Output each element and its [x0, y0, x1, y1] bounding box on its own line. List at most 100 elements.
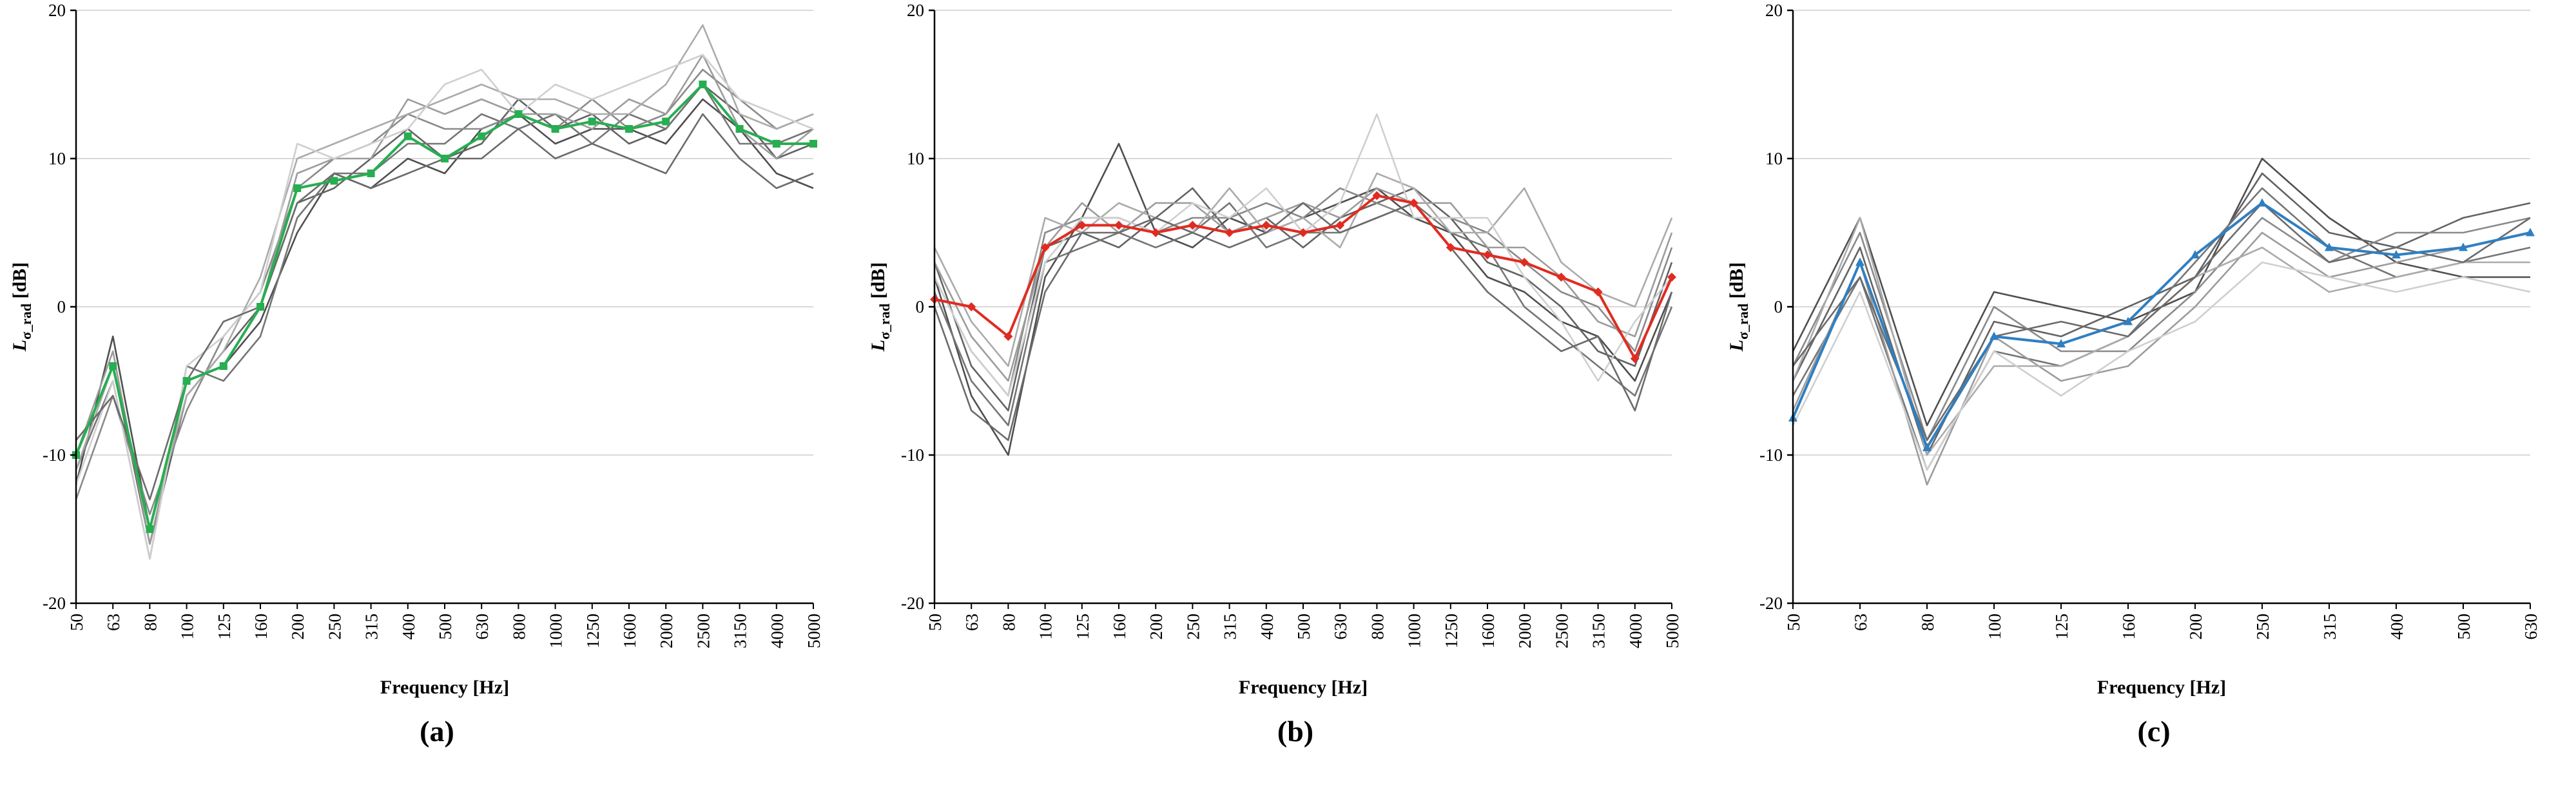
- x-tick-label: 63: [1851, 614, 1870, 631]
- y-tick-label: 20: [48, 1, 66, 20]
- square-marker: [735, 125, 744, 133]
- x-tick-label: 160: [2119, 614, 2138, 640]
- series-line-sample-1: [75, 98, 814, 530]
- x-tick-label: 2000: [657, 614, 676, 648]
- x-tick-label: 400: [399, 614, 418, 640]
- y-tick-label: 10: [907, 149, 924, 168]
- triangle-marker: [2124, 316, 2133, 325]
- square-marker: [109, 362, 117, 370]
- square-marker: [809, 140, 817, 148]
- chart-b-plot: -20 -10 0 10 20 50 63 80 100 125 160 200 250 315 400 50…: [858, 0, 1717, 709]
- x-tick-label: 315: [1221, 614, 1240, 640]
- y-tick-label: 0: [57, 297, 66, 316]
- series-line-sample-6: [933, 172, 1673, 367]
- chart-c-caption: (c): [2137, 715, 2171, 748]
- x-tick-label: 1000: [547, 614, 566, 648]
- y-tick-labels: -20 -10 0 10 20: [901, 1, 935, 613]
- x-tick-label: 125: [215, 614, 234, 640]
- y-tick-label: -20: [1759, 594, 1783, 613]
- series-line-sample-4: [75, 68, 814, 516]
- diamond-marker: [1335, 220, 1345, 230]
- chart-b-caption: (b): [1277, 715, 1314, 748]
- x-tick-label: 500: [436, 614, 455, 640]
- x-tick-label: 1000: [1405, 614, 1424, 648]
- x-tick-label: 100: [1036, 614, 1056, 640]
- x-tick-label: 315: [2320, 614, 2339, 640]
- diamond-marker: [1225, 228, 1234, 237]
- x-tick-label: 125: [2052, 614, 2071, 640]
- x-tick-label: 1250: [1442, 614, 1461, 648]
- x-tick-label: 160: [1110, 614, 1129, 640]
- diamond-marker: [1556, 273, 1566, 282]
- square-marker: [367, 170, 375, 177]
- diamond-marker: [1151, 228, 1161, 237]
- x-tick-label: 100: [178, 614, 197, 640]
- chart-c-plot: -20 -10 0 10 20 50 63 80 100 125 160 200 250 315 400 50…: [1717, 0, 2575, 709]
- series-line-sample-2: [1792, 172, 2531, 456]
- diamond-marker: [967, 302, 976, 311]
- x-tick-label: 2500: [693, 614, 713, 648]
- triangle-marker: [2191, 250, 2200, 258]
- y-tick-label: 0: [1774, 297, 1783, 316]
- triangle-marker: [2392, 250, 2401, 258]
- diamond-marker: [1446, 243, 1455, 252]
- diamond-marker: [1077, 220, 1087, 230]
- y-tick-label: 10: [1765, 149, 1783, 168]
- x-tick-label: 63: [104, 614, 123, 631]
- x-tick-label: 63: [962, 614, 982, 631]
- y-axis-title: Lσ_rad [dB]: [867, 262, 893, 352]
- triangle-marker: [2057, 339, 2066, 347]
- y-tick-label: 20: [907, 1, 924, 20]
- chart-panel-b: -20 -10 0 10 20 50 63 80 100 125 160 200 250 315 400 50…: [858, 0, 1717, 785]
- x-axis-title: Frequency [Hz]: [380, 677, 509, 698]
- square-marker: [293, 184, 302, 192]
- series-line-sample-2: [75, 83, 814, 545]
- series-line-sample-7: [1792, 261, 2531, 471]
- square-marker: [219, 362, 228, 370]
- x-tick-labels: 50 63 80 100 125 160 200 250 315 400 500 630 800 1000…: [67, 603, 824, 648]
- square-marker: [146, 525, 154, 533]
- series-line-sample-6: [75, 24, 814, 530]
- x-tick-label: 80: [1918, 614, 1937, 631]
- x-tick-label: 80: [999, 614, 1018, 631]
- series-line-sample-7: [933, 113, 1673, 397]
- x-tick-label: 4000: [768, 614, 787, 648]
- x-tick-label: 3150: [1589, 614, 1609, 648]
- y-tick-labels: -20 -10 0 10 20: [1759, 1, 1793, 613]
- series-line-sample-7: [75, 53, 814, 560]
- square-marker: [699, 81, 707, 88]
- highlight-series: [930, 191, 1676, 363]
- x-tick-label: 200: [1147, 614, 1166, 640]
- x-tick-label: 630: [2521, 614, 2541, 640]
- triangle-marker: [2258, 198, 2267, 207]
- y-tick-labels: -20 -10 0 10 20: [43, 1, 76, 613]
- diamond-marker: [1114, 220, 1123, 230]
- square-marker: [330, 177, 338, 185]
- x-tick-label: 315: [362, 614, 382, 640]
- x-tick-label: 500: [2454, 614, 2474, 640]
- x-tick-label: 2500: [1552, 614, 1571, 648]
- series-line-sample-3: [75, 83, 814, 560]
- triangle-marker: [2325, 242, 2334, 251]
- chart-panel-a: -20 -10 0 10 20 50 63 80 100 125 160 200 250 315 400 50…: [0, 0, 858, 785]
- x-tick-label: 4000: [1626, 614, 1645, 648]
- y-tick-label: -10: [43, 445, 66, 465]
- diamond-marker: [1040, 243, 1050, 252]
- square-marker: [257, 303, 264, 311]
- series-line-sample-8: [933, 202, 1673, 441]
- x-tick-label: 800: [1368, 614, 1387, 640]
- gray-series-group: [75, 24, 814, 560]
- y-tick-label: -10: [1759, 445, 1783, 465]
- x-tick-label: 500: [1294, 614, 1313, 640]
- square-marker: [478, 132, 486, 141]
- square-marker: [441, 155, 449, 162]
- x-tick-label: 125: [1073, 614, 1092, 640]
- x-tick-label: 160: [251, 614, 271, 640]
- gray-series-group: [1792, 157, 2531, 486]
- triangle-marker: [1990, 331, 1999, 340]
- series-line-sample-3: [1792, 187, 2531, 471]
- x-tick-label: 200: [288, 614, 307, 640]
